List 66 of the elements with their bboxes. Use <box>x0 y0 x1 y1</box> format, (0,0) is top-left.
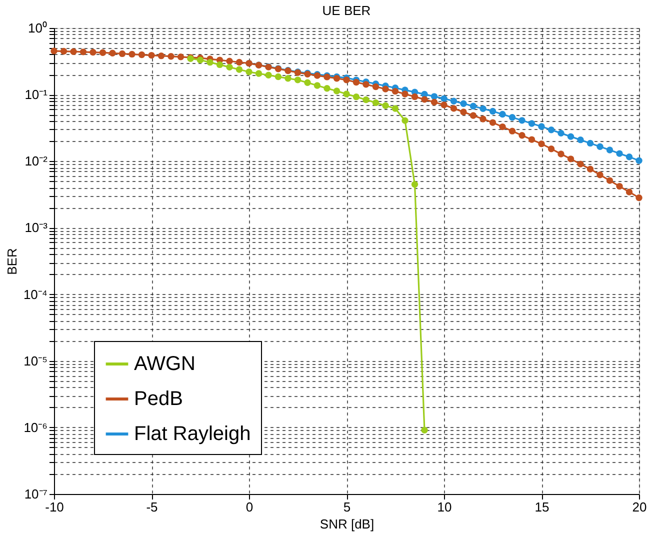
legend-label: AWGN <box>134 353 196 375</box>
point <box>206 58 214 66</box>
point <box>480 105 486 112</box>
point <box>343 90 350 98</box>
x-tick-label: 20 <box>632 500 647 514</box>
point <box>586 140 594 147</box>
point <box>508 114 516 121</box>
legend-label: PedB <box>134 388 183 410</box>
point <box>226 64 233 71</box>
x-axis-title: SNR [dB] <box>320 516 374 532</box>
point <box>450 98 458 104</box>
x-tick-label: -5 <box>146 500 158 514</box>
point <box>246 68 252 76</box>
point <box>596 143 604 150</box>
point <box>216 61 224 68</box>
point <box>421 426 428 434</box>
x-tick-label: 15 <box>534 500 550 514</box>
point <box>548 126 555 134</box>
point <box>255 70 262 77</box>
point <box>324 85 330 92</box>
point <box>636 157 642 164</box>
y-tick-label: 10⁻¹ <box>24 87 48 102</box>
point <box>528 120 536 127</box>
point <box>558 130 564 137</box>
y-axis-title: BER <box>4 248 20 275</box>
point <box>382 102 389 109</box>
point <box>606 146 614 154</box>
point <box>499 110 506 118</box>
chart-title: UE BER <box>322 3 371 18</box>
point <box>352 93 360 100</box>
point <box>440 95 448 102</box>
x-tick-label: -10 <box>45 500 64 514</box>
x-tick-label: 5 <box>343 500 351 514</box>
y-tick-label: 10⁻² <box>24 154 48 169</box>
y-tick-label: 10⁻³ <box>24 220 48 236</box>
point <box>304 79 311 86</box>
point <box>236 66 243 73</box>
point <box>430 93 438 100</box>
y-tick-label: 10⁻⁷ <box>24 486 48 502</box>
point <box>402 117 408 124</box>
y-tick-label: 10⁰ <box>28 20 48 36</box>
point <box>411 181 418 188</box>
point <box>567 133 574 140</box>
point <box>362 96 370 104</box>
legend-label: Flat Rayleigh <box>134 423 251 445</box>
point <box>314 82 321 89</box>
y-tick-label: 10⁻⁶ <box>24 420 48 435</box>
point <box>333 88 340 94</box>
point <box>470 102 477 110</box>
point <box>274 73 282 80</box>
x-tick-label: 0 <box>246 500 254 514</box>
x-tick-label: 10 <box>437 500 452 514</box>
point <box>518 117 526 124</box>
point <box>626 154 633 160</box>
y-tick-label: 10⁻⁵ <box>24 353 48 368</box>
point <box>372 99 380 106</box>
point <box>284 75 292 82</box>
point <box>265 72 272 78</box>
point <box>538 123 545 130</box>
point <box>577 136 584 144</box>
point <box>616 150 623 157</box>
y-tick-label: 10⁻⁴ <box>23 286 48 302</box>
point <box>489 108 496 115</box>
point <box>460 100 467 107</box>
point <box>294 76 302 84</box>
point <box>392 105 399 112</box>
